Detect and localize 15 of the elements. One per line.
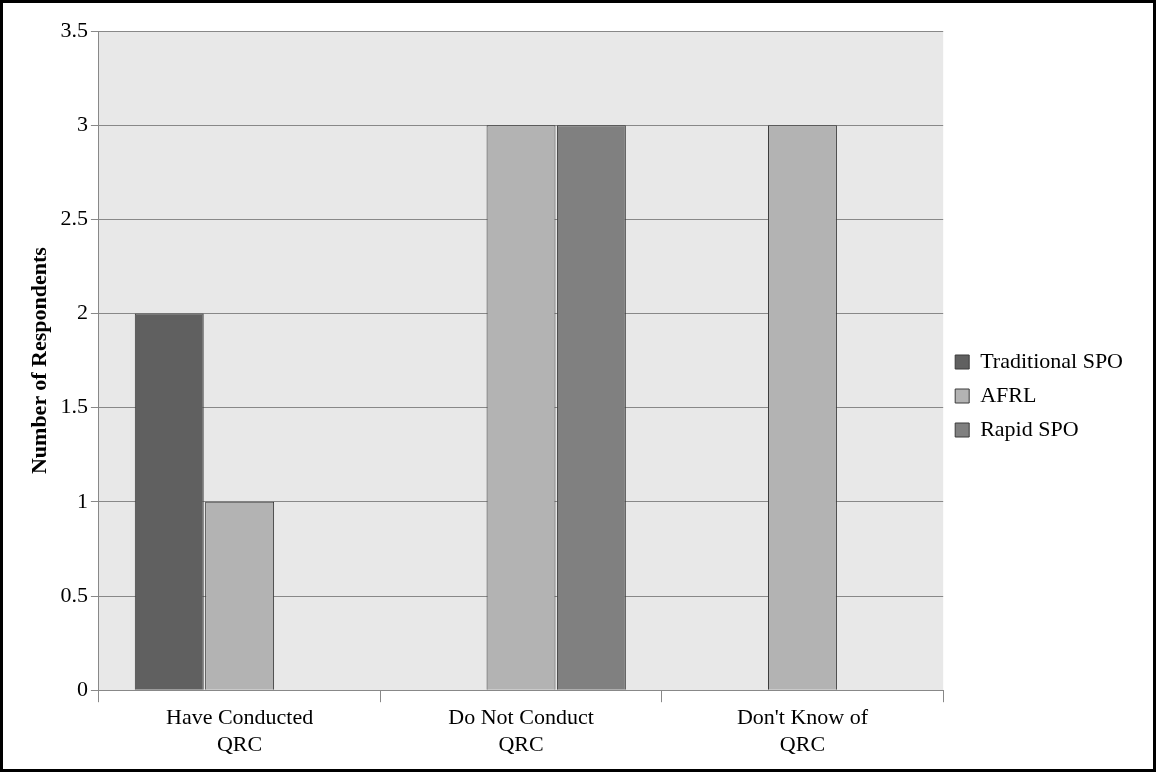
y-tick-label: 1.5 bbox=[60, 393, 88, 419]
legend-label: Traditional SPO bbox=[980, 347, 1123, 373]
y-tick-label: 2 bbox=[76, 299, 88, 325]
x-tick-label: Have Conducted QRC bbox=[165, 704, 314, 756]
y-tick-label: 3.5 bbox=[60, 16, 88, 42]
y-tick-label: 3 bbox=[76, 110, 88, 136]
y-tick-label: 1 bbox=[76, 487, 88, 513]
legend-label: Rapid SPO bbox=[980, 415, 1079, 441]
y-axis-title: Number of Respondents bbox=[25, 246, 51, 475]
y-tick-label: 2.5 bbox=[60, 205, 88, 231]
x-tick-label: Don't Know of QRC bbox=[736, 704, 869, 756]
y-tick-label: 0.5 bbox=[60, 581, 88, 607]
x-tick-label: Do Not Conduct QRC bbox=[448, 704, 594, 756]
legend-label: AFRL bbox=[980, 381, 1037, 407]
y-tick-label: 0 bbox=[76, 675, 88, 701]
